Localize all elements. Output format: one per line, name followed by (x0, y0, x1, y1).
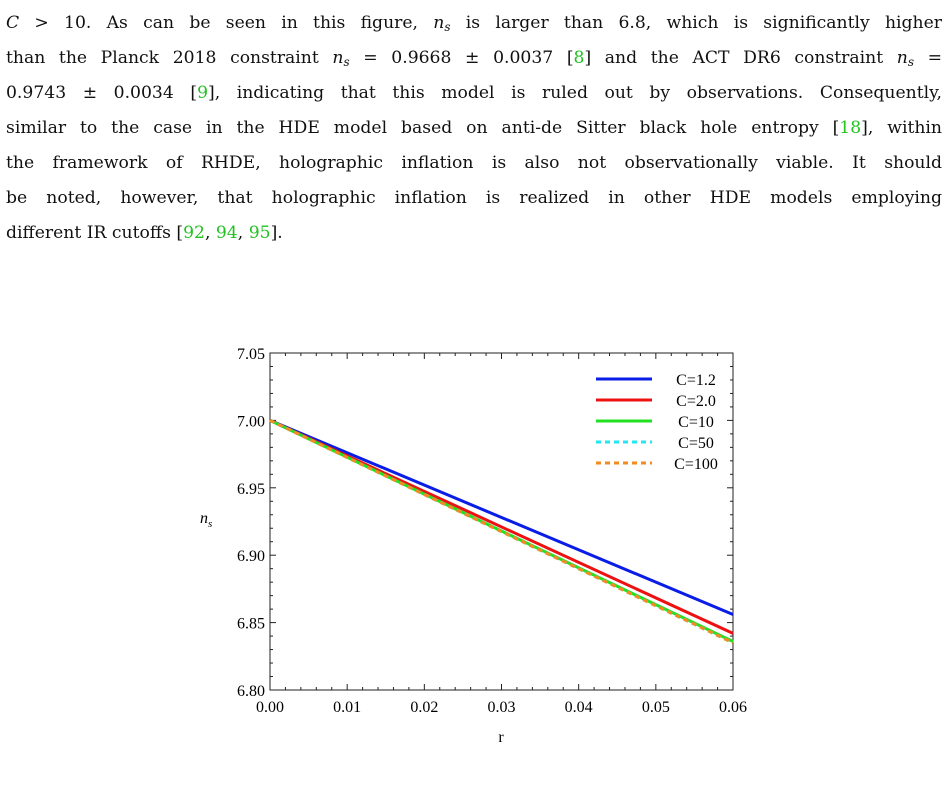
y-tick-label: 6.90 (237, 548, 265, 565)
text-run: = 0.9668 ± 0.0037 [ (349, 48, 574, 68)
x-tick-label: 0.01 (333, 699, 361, 716)
figure-caption-clipped (420, 782, 680, 796)
legend-label: C=10 (678, 414, 714, 431)
paragraph-line: than the Planck 2018 constraint ns = 0.9… (6, 41, 942, 76)
citation-link[interactable]: 9 (197, 83, 208, 103)
y-tick-label: 7.00 (237, 413, 265, 430)
legend-label: C=50 (678, 435, 714, 452)
plot-frame (269, 352, 734, 691)
series-lines (269, 419, 734, 645)
paragraph-line: 0.9743 ± 0.0034 [9], indicating that thi… (6, 76, 942, 111)
text-run: the framework of RHDE, holographic infla… (6, 153, 942, 173)
y-axis-label: ns (200, 510, 212, 530)
text-run: ]. (270, 223, 283, 243)
text-run: ] and the ACT DR6 constraint (584, 48, 897, 68)
x-tick-label: 0.05 (642, 699, 670, 716)
citation-link[interactable]: 94 (215, 223, 238, 243)
text-run: n (896, 48, 908, 68)
citation-link[interactable]: 92 (183, 223, 205, 243)
text-run: different IR cutoffs [ (6, 223, 184, 243)
text-run: C (6, 13, 20, 33)
text-run: n (332, 48, 344, 68)
text-run: n (433, 13, 445, 33)
legend-label: C=100 (674, 456, 718, 473)
text-run: > 10. As can be seen in this figure, (19, 13, 434, 33)
paragraph-line: be noted, however, that holographic infl… (6, 181, 942, 216)
text-run: is larger than 6.8, which is significant… (450, 13, 942, 33)
x-tick-label: 0.02 (410, 699, 438, 716)
text-run: s (907, 55, 914, 69)
x-tick-label: 0.06 (719, 699, 747, 716)
citation-link[interactable]: 95 (248, 223, 271, 243)
text-run: = (913, 48, 943, 68)
paragraph-line: C > 10. As can be seen in this figure, n… (6, 6, 942, 41)
body-paragraph: C > 10. As can be seen in this figure, n… (6, 6, 942, 251)
text-run: 0.9743 ± 0.0034 [ (6, 83, 198, 103)
legend: C=1.2 C=2.0 C=10 C=50 C=100 (596, 372, 718, 473)
text-run: , (237, 223, 249, 243)
paragraph-line: similar to the case in the HDE model bas… (6, 111, 942, 146)
series-line-1 (269, 419, 734, 616)
paragraph-line: the framework of RHDE, holographic infla… (6, 146, 942, 181)
text-run: ], indicating that this model is ruled o… (208, 83, 942, 103)
legend-label: C=2.0 (676, 393, 716, 410)
text-run: than the Planck 2018 constraint (6, 48, 333, 68)
y-tick-label: 6.80 (237, 683, 265, 700)
citation-link[interactable]: 8 (573, 48, 585, 68)
x-tick-label: 0.04 (565, 699, 593, 716)
text-run: similar to the case in the HDE model bas… (6, 118, 840, 138)
x-axis-label: r (498, 729, 504, 746)
y-tick-label: 7.05 (237, 346, 265, 363)
citation-link[interactable]: 18 (839, 118, 862, 138)
legend-label: C=1.2 (676, 372, 716, 389)
text-run: , (204, 223, 216, 243)
y-tick-label: 6.95 (237, 481, 265, 498)
text-run: be noted, however, that holographic infl… (6, 188, 942, 208)
axis-ticks: 0.00 0.01 0.02 0.03 0.04 0.05 0.06 6.80 6.85 6.90… (237, 346, 747, 716)
x-tick-label: 0.03 (488, 699, 516, 716)
x-tick-label: 0.00 (256, 699, 284, 716)
series-line-5 (269, 419, 734, 645)
text-run: s (444, 20, 451, 34)
text-run: ], within (861, 118, 942, 138)
y-tick-label: 6.85 (237, 616, 265, 633)
text-run: s (343, 55, 350, 69)
paragraph-line: different IR cutoffs [92, 94, 95]. (6, 216, 942, 251)
